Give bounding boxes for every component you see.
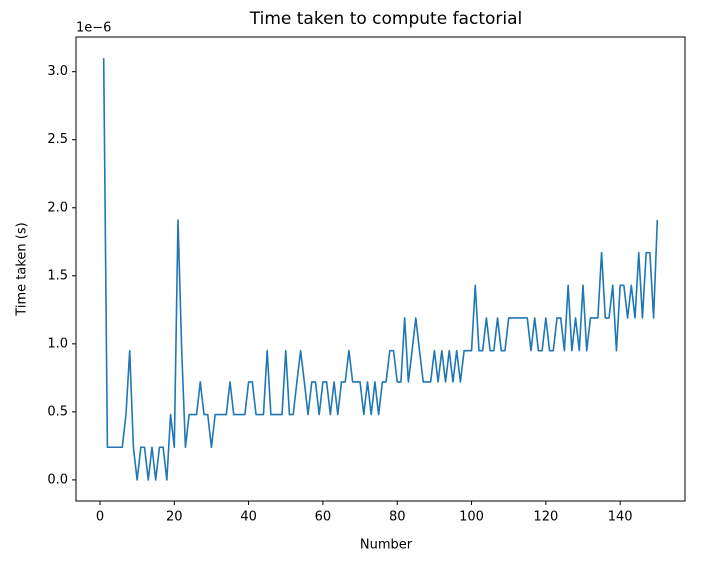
- y-tick-label: 2.5: [47, 132, 68, 147]
- x-tick-label: 40: [240, 510, 257, 525]
- plot-frame: [75, 36, 686, 502]
- x-tick-label: 80: [389, 510, 406, 525]
- y-tick-label: 3.0: [47, 64, 68, 79]
- x-tick-label: 60: [315, 510, 332, 525]
- y-tick-label: 0.5: [47, 404, 68, 419]
- y-tick-label: 0.0: [47, 472, 68, 487]
- x-tick-label: 20: [166, 510, 183, 525]
- y-tick-label: 1.5: [47, 268, 68, 283]
- x-tick-label: 140: [608, 510, 633, 525]
- y-axis-label: Time taken (s): [15, 222, 30, 316]
- x-tick-label: 0: [96, 510, 104, 525]
- chart-title: Time taken to compute factorial: [249, 9, 523, 29]
- y-tick-label: 1.0: [47, 336, 68, 351]
- x-axis-label: Number: [360, 538, 413, 553]
- x-tick-label: 100: [459, 510, 484, 525]
- x-tick-label: 120: [533, 510, 558, 525]
- data-line: [102, 58, 659, 481]
- y-tick-label: 2.0: [47, 200, 68, 215]
- y-offset-label: 1e−6: [76, 21, 111, 36]
